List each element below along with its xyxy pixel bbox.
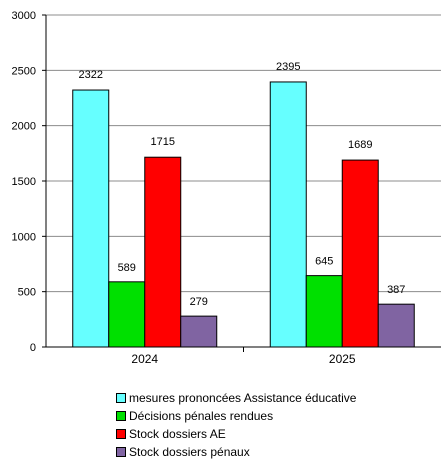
y-tick-label: 3000 xyxy=(12,10,36,22)
legend-item: Stock dossiers AE xyxy=(116,425,356,443)
data-label: 645 xyxy=(315,256,333,268)
bar xyxy=(305,275,343,348)
bar xyxy=(269,81,307,348)
data-label: 1689 xyxy=(348,139,372,151)
data-label: 1715 xyxy=(151,136,175,148)
data-label: 387 xyxy=(387,284,405,296)
x-tick-label: 2024 xyxy=(131,352,158,366)
x-axis: 2024 2025 xyxy=(45,15,441,366)
data-labels: 2322 589 1715 279 2395 645 1689 387 xyxy=(79,61,406,308)
legend-swatch xyxy=(116,429,126,439)
legend-label: Décisions pénales rendues xyxy=(129,409,274,423)
bar xyxy=(144,156,182,348)
bar xyxy=(341,159,379,348)
y-tick-label: 0 xyxy=(30,342,36,354)
legend-item: Décisions pénales rendues xyxy=(116,407,356,425)
bars xyxy=(72,81,415,348)
legend-label: Stock dossiers AE xyxy=(129,427,226,441)
bar xyxy=(377,303,415,348)
data-label: 2322 xyxy=(79,69,103,81)
y-tick-label: 2000 xyxy=(12,121,36,133)
data-label: 589 xyxy=(118,262,136,274)
legend-label: mesures prononcées Assistance éducative xyxy=(129,391,357,405)
bar xyxy=(108,281,146,348)
data-label: 2395 xyxy=(276,61,300,73)
y-tick-label: 1500 xyxy=(12,176,36,188)
y-tick-label: 2500 xyxy=(12,65,36,77)
y-tick-label: 1000 xyxy=(12,231,36,243)
legend-swatch xyxy=(116,447,126,457)
data-label: 279 xyxy=(190,296,208,308)
legend-swatch xyxy=(116,393,126,403)
legend-swatch xyxy=(116,411,126,421)
bar xyxy=(180,315,218,348)
legend-label: Stock dossiers pénaux xyxy=(129,445,250,459)
bar xyxy=(72,89,110,348)
y-axis-ticks: 0 500 1000 1500 2000 2500 3000 xyxy=(12,10,46,354)
x-tick-label: 2025 xyxy=(329,352,356,366)
legend: mesures prononcées Assistance éducative … xyxy=(116,389,356,461)
y-tick-label: 500 xyxy=(18,287,36,299)
legend-item: Stock dossiers pénaux xyxy=(116,443,356,461)
legend-item: mesures prononcées Assistance éducative xyxy=(116,389,356,407)
